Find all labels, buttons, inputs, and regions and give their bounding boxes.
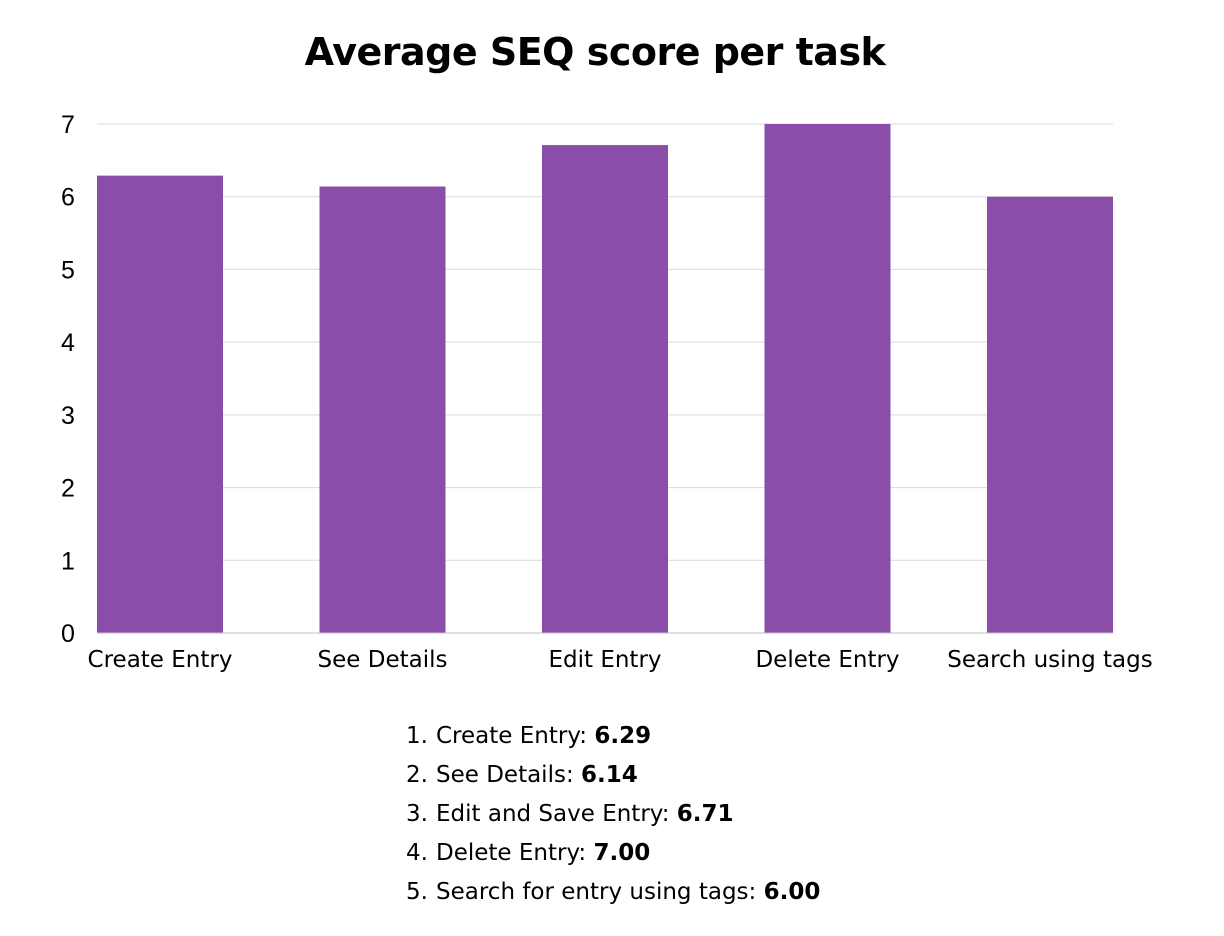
list-value: 7.00 xyxy=(593,840,651,866)
x-tick-label: See Details xyxy=(318,647,448,673)
list-number: 5. xyxy=(406,879,428,905)
bar xyxy=(542,145,668,633)
y-tick-label: 6 xyxy=(61,184,75,212)
y-tick-label: 2 xyxy=(61,475,75,503)
x-tick-label: Create Entry xyxy=(88,647,233,673)
y-tick-label: 0 xyxy=(61,620,75,648)
list-item: 3. Edit and Save Entry: 6.71 xyxy=(406,796,820,835)
x-tick-label: Search using tags xyxy=(947,647,1152,673)
list-item: 2. See Details: 6.14 xyxy=(406,757,820,796)
bar xyxy=(319,186,446,633)
x-tick-label: Edit Entry xyxy=(548,647,661,673)
list-label: Create Entry: xyxy=(436,723,595,749)
chart-title: Average SEQ score per task xyxy=(304,30,886,74)
y-tick-label: 7 xyxy=(61,111,75,139)
list-number: 3. xyxy=(406,801,428,827)
list-item: 1. Create Entry: 6.29 xyxy=(406,718,820,757)
list-value: 6.71 xyxy=(676,801,734,827)
bar xyxy=(764,124,891,633)
list-value: 6.29 xyxy=(594,723,652,749)
list-item: 5. Search for entry using tags: 6.00 xyxy=(406,874,820,913)
list-value: 6.14 xyxy=(581,762,638,788)
bar xyxy=(97,175,223,633)
x-tick-label: Delete Entry xyxy=(755,647,899,673)
list-label: Edit and Save Entry: xyxy=(436,801,677,827)
y-tick-label: 4 xyxy=(61,329,75,357)
list-label: Search for entry using tags: xyxy=(436,879,764,905)
y-tick-label: 5 xyxy=(61,256,75,284)
list-value: 6.00 xyxy=(763,879,821,905)
bar-chart: 0 1 2 3 4 5 6 7 Create Entry See Details Edit Entr… xyxy=(61,111,1153,673)
bar xyxy=(987,196,1113,633)
list-item: 4. Delete Entry: 7.00 xyxy=(406,835,820,874)
list-number: 2. xyxy=(406,762,428,788)
list-number: 1. xyxy=(406,723,428,749)
list-number: 4. xyxy=(406,840,428,866)
score-list: 1. Create Entry: 6.29 2. See Details: 6.14… xyxy=(406,718,820,913)
list-label: Delete Entry: xyxy=(436,840,594,866)
y-tick-label: 3 xyxy=(61,402,75,430)
list-label: See Details: xyxy=(436,762,582,788)
y-tick-label: 1 xyxy=(61,547,75,575)
